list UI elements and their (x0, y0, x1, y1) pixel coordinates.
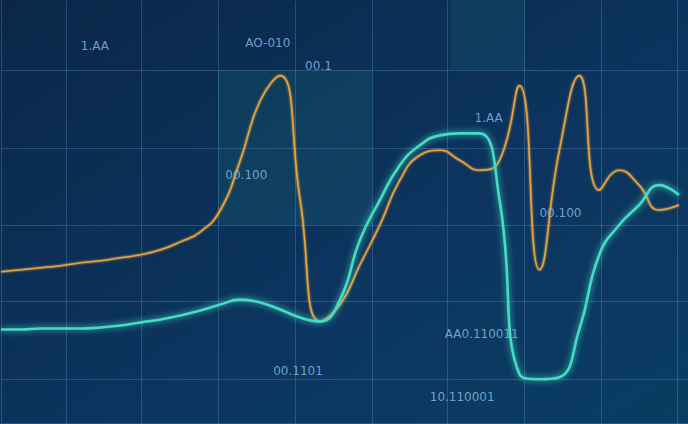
svg-text:00.1101: 00.1101 (273, 364, 323, 378)
svg-text:00.1: 00.1 (305, 59, 332, 73)
svg-text:AA0.110011: AA0.110011 (445, 327, 519, 341)
svg-text:00.100: 00.100 (225, 168, 267, 182)
svg-text:10.110001: 10.110001 (430, 390, 495, 404)
svg-text:1.AA: 1.AA (81, 39, 110, 53)
svg-text:1.AA: 1.AA (475, 111, 504, 125)
svg-text:AO-010: AO-010 (245, 36, 290, 50)
svg-text:00.100: 00.100 (539, 206, 581, 220)
